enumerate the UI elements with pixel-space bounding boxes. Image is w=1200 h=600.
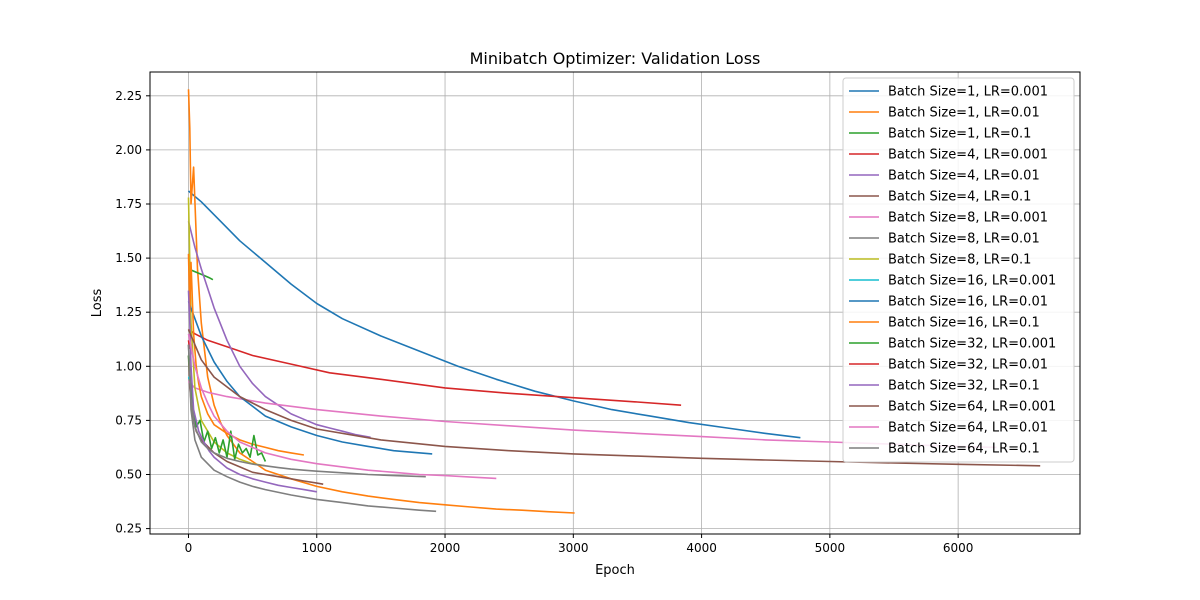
legend-label: Batch Size=16, LR=0.1 xyxy=(888,316,1040,331)
legend-label: Batch Size=1, LR=0.001 xyxy=(888,85,1048,100)
series-line-4 xyxy=(187,221,371,439)
legend-label: Batch Size=64, LR=0.1 xyxy=(888,442,1040,457)
y-tick-label: 2.00 xyxy=(115,143,142,157)
x-tick-label: 6000 xyxy=(943,541,974,555)
series-line-17 xyxy=(187,344,426,478)
x-tick-label: 5000 xyxy=(815,541,846,555)
series-line-16 xyxy=(187,333,497,480)
legend-label: Batch Size=32, LR=0.1 xyxy=(888,379,1040,394)
series-line-15 xyxy=(187,329,1041,467)
legend-label: Batch Size=64, LR=0.001 xyxy=(888,400,1056,415)
x-tick-label: 2000 xyxy=(430,541,461,555)
y-tick-label: 1.75 xyxy=(115,197,142,211)
series-line-7 xyxy=(187,344,437,513)
series-line-9 xyxy=(187,376,190,380)
y-axis: 0.25 0.50 0.75 1.00 1.25 1.50 1.75 2.00 2.25 xyxy=(115,89,150,536)
legend-label: Batch Size=8, LR=0.001 xyxy=(888,211,1048,226)
series-line-1 xyxy=(187,89,575,514)
legend-label: Batch Size=32, LR=0.001 xyxy=(888,337,1056,352)
y-axis-label: Loss xyxy=(90,289,105,318)
legend-label: Batch Size=8, LR=0.01 xyxy=(888,232,1040,247)
series-line-11 xyxy=(187,253,305,456)
y-tick-label: 1.00 xyxy=(115,359,142,373)
legend-label: Batch Size=4, LR=0.001 xyxy=(888,148,1048,163)
series-line-12 xyxy=(187,355,267,462)
series-line-10 xyxy=(187,301,433,455)
legend-label: Batch Size=4, LR=0.01 xyxy=(888,169,1040,184)
y-tick-label: 0.50 xyxy=(115,467,142,481)
x-axis-label: Epoch xyxy=(595,563,635,578)
x-tick-label: 0 xyxy=(185,541,193,555)
series-lines xyxy=(187,89,1041,514)
x-tick-label: 3000 xyxy=(558,541,589,555)
legend-label: Batch Size=64, LR=0.01 xyxy=(888,421,1048,436)
series-line-3 xyxy=(188,328,682,406)
legend-label: Batch Size=1, LR=0.1 xyxy=(888,127,1031,142)
legend: Batch Size=1, LR=0.001 Batch Size=1, LR=0… xyxy=(842,77,1075,463)
y-tick-label: 1.25 xyxy=(115,305,142,319)
plot-frame xyxy=(149,71,1081,535)
chart-title: Minibatch Optimizer: Validation Loss xyxy=(470,49,761,68)
y-tick-label: 2.25 xyxy=(115,89,142,103)
legend-label: Batch Size=16, LR=0.001 xyxy=(888,274,1056,289)
x-axis: 0 1000 2000 3000 4000 5000 6000 xyxy=(185,534,974,555)
legend-label: Batch Size=8, LR=0.1 xyxy=(888,253,1031,268)
series-line-2 xyxy=(188,268,214,281)
legend-label: Batch Size=32, LR=0.01 xyxy=(888,358,1048,373)
x-tick-label: 4000 xyxy=(686,541,717,555)
legend-label: Batch Size=16, LR=0.01 xyxy=(888,295,1048,310)
legend-box xyxy=(842,77,1075,463)
legend-label: Batch Size=1, LR=0.01 xyxy=(888,106,1040,121)
y-tick-label: 1.50 xyxy=(115,251,142,265)
y-tick-label: 0.75 xyxy=(115,413,142,427)
series-line-14 xyxy=(187,290,317,493)
series-line-0 xyxy=(187,190,801,439)
legend-label: Batch Size=4, LR=0.1 xyxy=(888,190,1031,205)
y-tick-label: 0.25 xyxy=(115,522,142,536)
x-tick-label: 1000 xyxy=(301,541,332,555)
